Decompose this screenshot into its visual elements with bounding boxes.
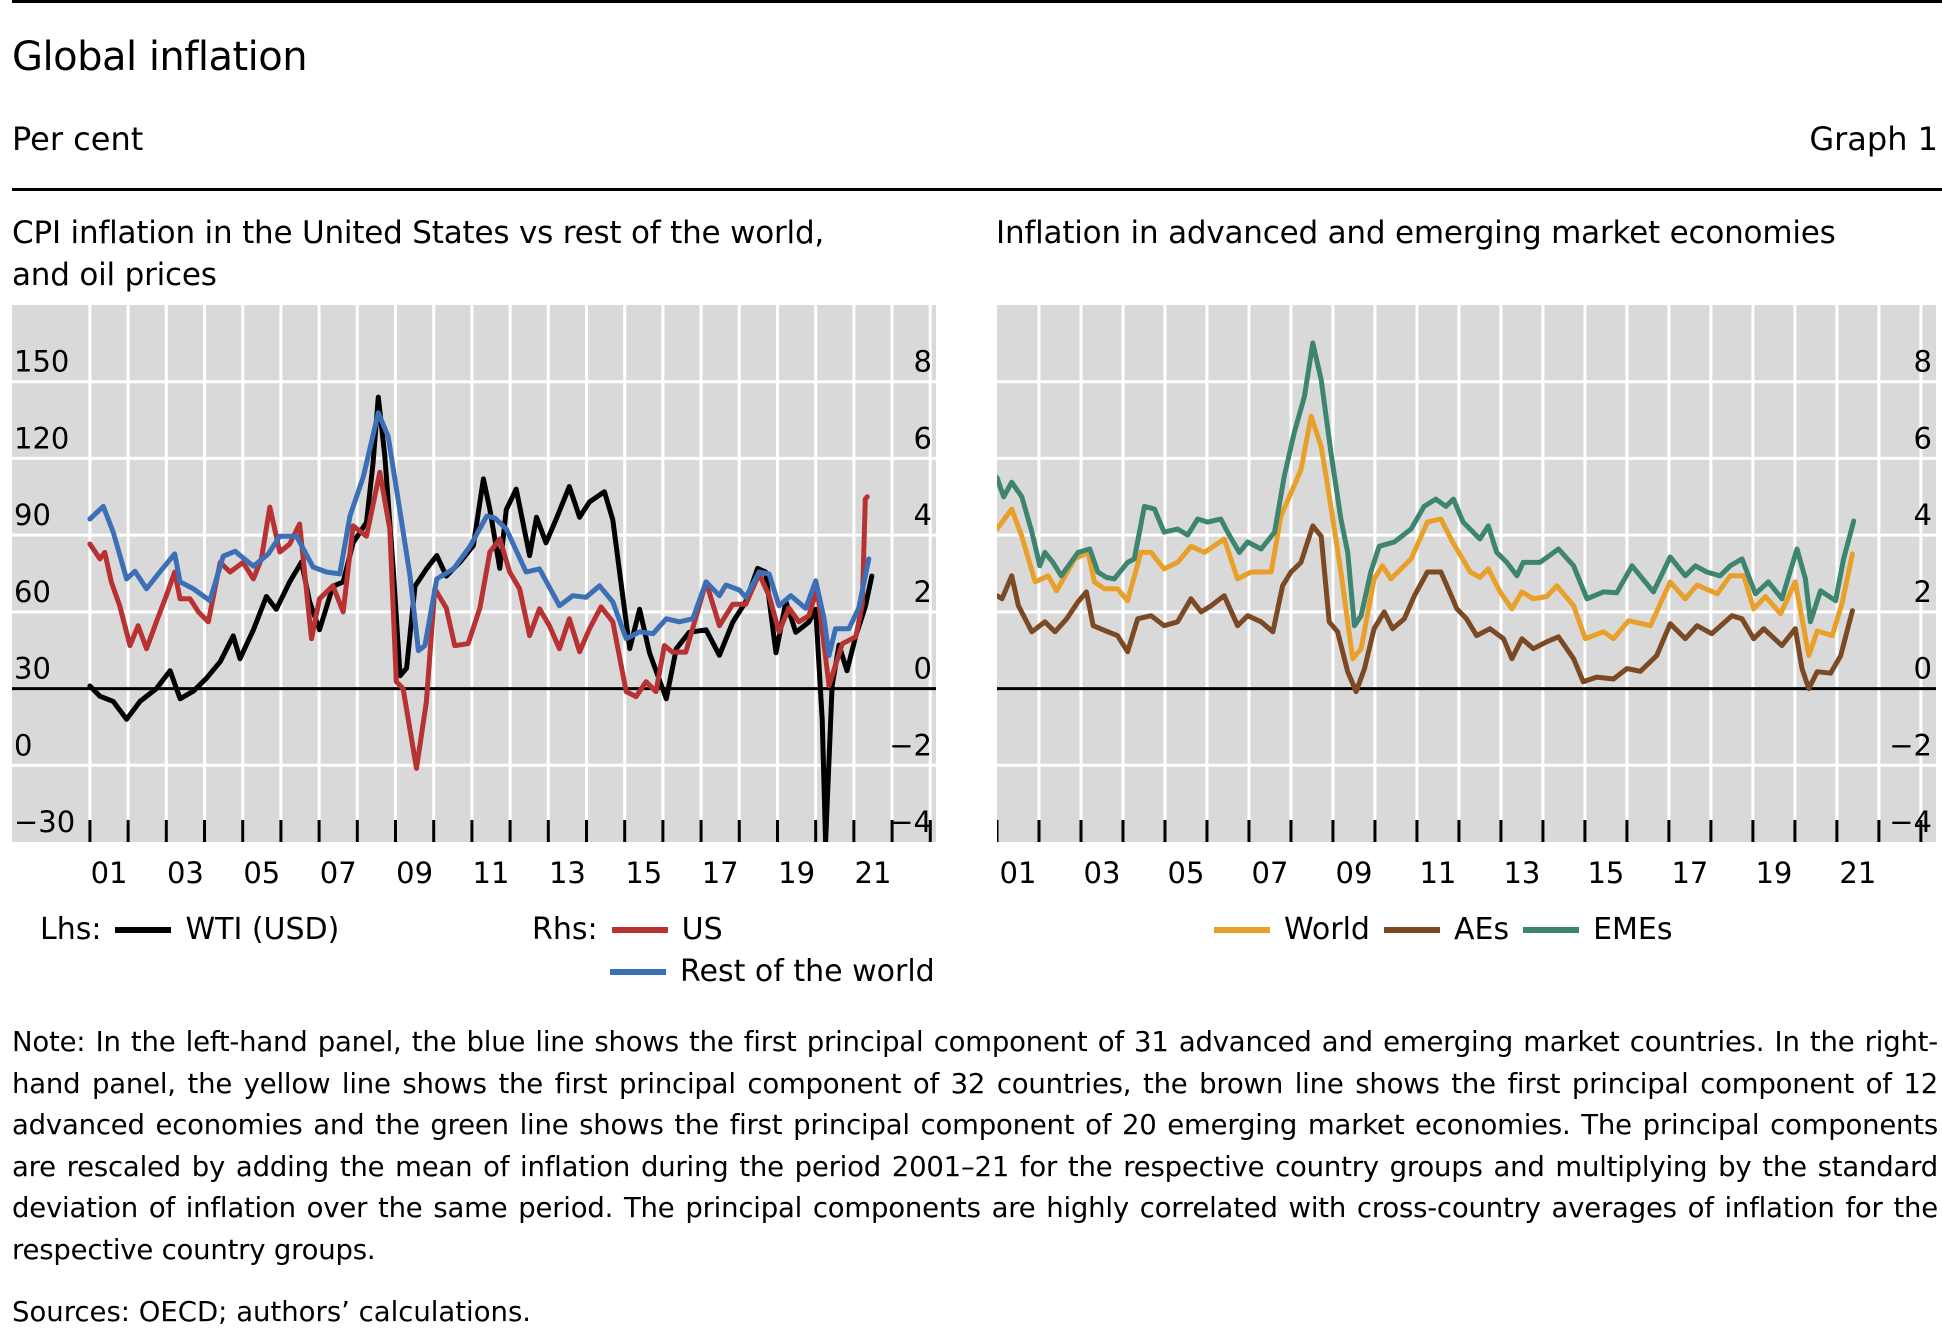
- left-legend-row: Rest of the world: [596, 954, 935, 989]
- x-tick-label: 09: [1335, 856, 1373, 890]
- y-right-tick-label: −2: [889, 728, 932, 762]
- legend-rhs-prefix: Rhs:: [532, 912, 598, 947]
- legend-swatch-emes: [1523, 926, 1580, 933]
- legend-label-aes: AEs: [1453, 912, 1510, 947]
- series-line-us: [87, 469, 870, 771]
- y-left-tick-label: 120: [14, 421, 69, 455]
- x-tick-label: 01: [999, 856, 1037, 890]
- y-right-tick-label: 2: [1914, 575, 1932, 609]
- legend-swatch-rest-of-world: [610, 968, 666, 975]
- x-tick-label: 15: [625, 856, 663, 890]
- legend-swatch-wti: [115, 926, 172, 933]
- left-panel-plot: 8 6 4 2 0 −2 −4 150 120 90 60 30 0 −30: [12, 305, 936, 842]
- y-left-tick-label: 60: [14, 575, 51, 609]
- right-legend: World AEs EMEs: [1214, 912, 1673, 947]
- y-right-tick-label: −4: [889, 805, 932, 839]
- x-tick-label: 05: [1167, 856, 1205, 890]
- y-right-tick-label: 8: [1914, 345, 1932, 379]
- x-tick-label: 07: [319, 856, 357, 890]
- legend-swatch-world: [1214, 926, 1270, 933]
- left-legend-rhs: Rhs: US: [532, 912, 723, 947]
- y-right-tick-label: 0: [1914, 652, 1932, 686]
- x-tick-label: 19: [1755, 856, 1793, 890]
- left-panel-title-line-2: and oil prices: [12, 257, 217, 293]
- legend-swatch-us: [611, 926, 668, 933]
- plot-background: [997, 305, 1936, 842]
- series-line-emes: [997, 340, 1857, 629]
- right-panel-title-line-1: Inflation in advanced and emerging marke…: [996, 215, 1836, 251]
- series-line-world: [997, 413, 1855, 662]
- left-legend-lhs: Lhs: WTI (USD): [40, 912, 339, 947]
- x-tick-label: 21: [1839, 856, 1877, 890]
- y-left-tick-label: 90: [14, 498, 51, 532]
- x-tick-label: 03: [1083, 856, 1121, 890]
- x-tick-label: 11: [472, 856, 510, 890]
- x-tick-label: 03: [166, 856, 204, 890]
- x-tick-label: 09: [396, 856, 434, 890]
- charts-svg: 8 6 4 2 0 −2 −4 150 120 90 60 30 0 −30 8 6 4 2 0 −2 −4: [12, 305, 1936, 842]
- y-right-tick-label: 6: [914, 421, 932, 455]
- header-rule: [12, 188, 1942, 191]
- x-tick-label: 19: [778, 856, 816, 890]
- y-right-tick-label: 4: [1914, 498, 1932, 532]
- series-line-aes: [997, 523, 1855, 695]
- legend-label-us: US: [681, 912, 723, 947]
- y-left-tick-label: 30: [14, 652, 51, 686]
- y-right-tick-label: 6: [1914, 421, 1932, 455]
- sources: Sources: OECD; authors’ calculations.: [12, 1296, 532, 1328]
- y-left-tick-label: −30: [14, 805, 75, 839]
- x-tick-label: 05: [243, 856, 281, 890]
- x-tick-label: 21: [854, 856, 892, 890]
- left-panel-title-line-1: CPI inflation in the United States vs re…: [12, 215, 825, 251]
- figure-title: Global inflation: [12, 34, 308, 80]
- series-line-rest-of-the-world: [87, 410, 872, 659]
- x-tick-label: 17: [1671, 856, 1709, 890]
- y-left-tick-label: 0: [14, 728, 32, 762]
- right-panel-plot: 8 6 4 2 0 −2 −4: [997, 305, 1936, 842]
- left-panel-title: CPI inflation in the United States vs re…: [12, 212, 942, 296]
- footnote: Note: In the left-hand panel, the blue l…: [12, 1026, 1938, 1266]
- y-right-tick-label: 0: [914, 652, 932, 686]
- y-left-tick-label: 150: [14, 345, 69, 379]
- legend-label-wti: WTI (USD): [185, 912, 340, 947]
- legend-lhs-prefix: Lhs:: [40, 912, 102, 947]
- top-rule: [12, 0, 1942, 3]
- x-tick-label: 13: [1503, 856, 1541, 890]
- graph-number: Graph 1: [1809, 120, 1938, 158]
- right-panel-title: Inflation in advanced and emerging marke…: [996, 212, 1936, 254]
- x-tick-label: 01: [90, 856, 128, 890]
- x-tick-label: 07: [1251, 856, 1289, 890]
- y-right-tick-label: 4: [914, 498, 932, 532]
- x-tick-label: 15: [1587, 856, 1625, 890]
- y-right-tick-label: −4: [1889, 805, 1932, 839]
- series-line-wti-usd: [87, 394, 875, 842]
- plot-background: [12, 305, 936, 842]
- legend-label-emes: EMEs: [1593, 912, 1673, 947]
- x-tick-label: 17: [701, 856, 739, 890]
- x-tick-label: 11: [1419, 856, 1457, 890]
- legend-label-world: World: [1284, 912, 1370, 947]
- unit-label: Per cent: [12, 120, 144, 158]
- y-right-tick-label: −2: [1889, 728, 1932, 762]
- y-right-tick-label: 2: [914, 575, 932, 609]
- x-tick-label: 13: [548, 856, 586, 890]
- legend-swatch-aes: [1383, 926, 1440, 933]
- legend-label-rest-of-world: Rest of the world: [680, 954, 935, 989]
- y-right-tick-label: 8: [914, 345, 932, 379]
